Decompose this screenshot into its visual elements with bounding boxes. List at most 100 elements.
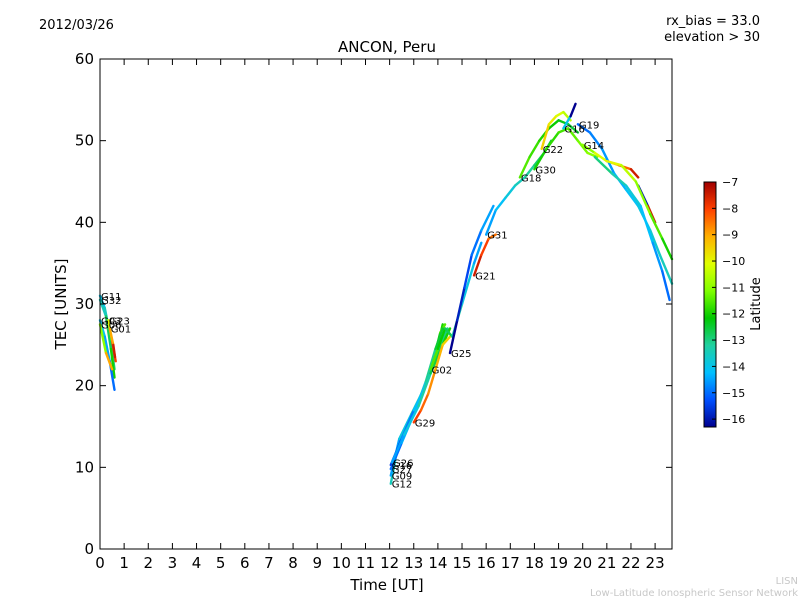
x-tick-label: 7 — [264, 554, 274, 572]
chart-title: ANCON, Peru — [338, 38, 436, 56]
series-segment — [443, 327, 454, 338]
series-segment — [504, 184, 517, 200]
series-unlabeled-23 — [605, 159, 674, 261]
series-segment — [634, 180, 652, 216]
y-tick-label: 60 — [75, 50, 94, 68]
colorbar-tick-label: −14 — [722, 360, 745, 373]
series-g01 — [108, 327, 117, 359]
series-segment — [661, 270, 671, 302]
series-label-g31: G31 — [487, 231, 507, 242]
series-segment — [547, 119, 560, 130]
colorbar-tick-label: −13 — [722, 334, 745, 347]
y-axis-label: TEC [UNITS] — [52, 259, 70, 351]
series-label-g27: G27 — [392, 465, 412, 476]
x-tick-label: 6 — [240, 554, 250, 572]
colorbar-tick-label: −16 — [722, 413, 745, 426]
series-segment — [649, 229, 662, 257]
series-segment — [424, 347, 437, 383]
x-tick-label: 10 — [332, 554, 351, 572]
series-segment — [661, 237, 674, 261]
series-segment — [629, 168, 640, 179]
colorbar-tick-label: −7 — [722, 176, 738, 189]
date-label: 2012/03/26 — [39, 18, 114, 33]
y-tick-label: 30 — [75, 295, 94, 313]
colorbar-tick-label: −12 — [722, 308, 745, 321]
credit-network: Low-Latitude Ionospheric Sensor Network — [590, 588, 798, 599]
series-segment — [390, 433, 406, 464]
x-tick-label: 16 — [477, 554, 496, 572]
series-segment — [576, 139, 589, 155]
series-g06 — [98, 323, 114, 371]
series-label-g29: G29 — [415, 418, 435, 429]
y-tick-label: 20 — [75, 377, 94, 395]
series-g16 — [562, 102, 577, 130]
series-segment — [545, 131, 560, 151]
colorbar-gradient — [703, 181, 717, 428]
x-tick-label: 23 — [646, 554, 665, 572]
x-tick-label: 18 — [525, 554, 544, 572]
x-tick-label: 3 — [168, 554, 178, 572]
series-segment — [98, 319, 107, 338]
series-label-g09: G09 — [392, 472, 412, 483]
series-segment — [109, 347, 116, 379]
x-tick-label: 21 — [597, 554, 616, 572]
series-segment — [412, 409, 423, 424]
series-segment — [593, 155, 613, 175]
series-label-g25: G25 — [451, 349, 471, 360]
series-segment — [610, 172, 628, 187]
series-g29 — [412, 335, 452, 424]
series-segment — [588, 131, 604, 151]
series-segment — [480, 204, 495, 232]
series-segment — [470, 229, 483, 257]
series-segment — [567, 127, 580, 142]
series-segment — [448, 319, 459, 355]
series-segment — [620, 163, 637, 183]
colorbar-tick-label: −8 — [722, 202, 738, 215]
series-segment — [651, 241, 664, 273]
series-segment — [98, 298, 108, 318]
series-segment — [533, 147, 548, 171]
series-segment — [576, 123, 592, 134]
series-unlabeled-24 — [593, 155, 671, 302]
series-segment — [523, 163, 536, 179]
series-segment — [605, 159, 623, 167]
y-tick-label: 50 — [75, 132, 94, 150]
series-segment — [472, 253, 483, 277]
series-label-g12: G12 — [392, 480, 412, 491]
series-label-g02: G02 — [432, 365, 452, 376]
x-tick-label: 1 — [119, 554, 129, 572]
series-segment — [518, 155, 531, 179]
series-segment — [456, 286, 466, 322]
series-segment — [494, 196, 507, 212]
series-segment — [557, 127, 570, 134]
series-segment — [402, 404, 420, 436]
series-g25 — [448, 204, 495, 355]
series-segment — [427, 368, 437, 395]
credit-lisn: LISN — [775, 576, 798, 587]
series-segment — [547, 114, 558, 126]
series-segment — [567, 123, 580, 134]
series-label-g06: G06 — [101, 320, 121, 331]
series-segment — [569, 102, 577, 118]
series-label-g16: G16 — [564, 124, 584, 135]
x-tick-label: 19 — [549, 554, 568, 572]
series-segment — [639, 204, 654, 245]
series-label-g32: G32 — [101, 296, 121, 307]
series-segment — [562, 114, 572, 130]
series-segment — [480, 237, 490, 257]
series-label-g03: G03 — [101, 316, 121, 327]
colorbar-label: Latitude — [749, 277, 764, 331]
y-tick-label: 10 — [75, 458, 94, 476]
rx-bias-label: rx_bias = 33.0 — [666, 14, 760, 29]
series-segment — [98, 294, 107, 310]
series-layer — [98, 102, 674, 485]
series-segment — [624, 184, 642, 208]
elevation-label: elevation > 30 — [664, 30, 760, 45]
series-segment — [112, 343, 117, 359]
series-label-g18: G18 — [521, 173, 541, 184]
series-segment — [429, 347, 440, 371]
series-label-g22: G22 — [543, 145, 563, 156]
series-segment — [104, 351, 114, 371]
series-segment — [434, 327, 444, 351]
x-tick-label: 14 — [428, 554, 447, 572]
